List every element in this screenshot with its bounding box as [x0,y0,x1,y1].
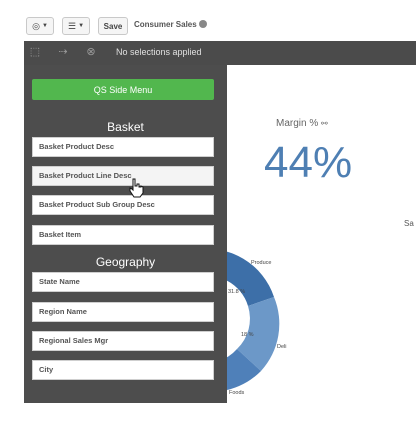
group-title-geography: Geography [95,255,156,269]
app-title-text: Consumer Sales [134,20,197,29]
save-button[interactable]: Save [98,17,128,35]
step-forward-icon[interactable]: ⇢ [58,46,68,58]
app-toolbar: ◎ ▼ ☰ ▼ Save Consumer Sales [24,14,416,38]
kpi-label: Margin % ⚯ [276,118,328,129]
field-basket-item[interactable]: Basket Item [32,225,214,245]
clear-selections-icon[interactable]: ⊗ [86,46,96,58]
kpi-label-text: Margin % [276,118,319,129]
menu-button[interactable]: ☰ ▼ [62,17,90,35]
app-title: Consumer Sales [134,19,207,29]
selections-bar: ⬚ ⇢ ⊗ No selections applied [24,41,416,65]
field-region-name[interactable]: Region Name [32,302,214,322]
donut-label-foods: Foods [229,390,245,396]
navigation-button[interactable]: ◎ ▼ [26,17,54,35]
qs-side-menu-button[interactable]: QS Side Menu [32,79,214,100]
smart-search-icon[interactable]: ⬚ [29,46,41,58]
hand-cursor-icon [129,178,144,198]
chevron-down-icon: ▼ [41,23,48,29]
field-state-name[interactable]: State Name [32,272,214,292]
compass-icon: ◎ [32,20,40,31]
chart-title-partial: Sa [404,219,414,228]
donut-label-deli-pct: 18 % [241,332,254,338]
list-icon: ☰ [67,20,77,31]
donut-label-deli: Deli [277,344,287,350]
donut-label-produce: Produce [251,260,272,266]
globe-icon [198,19,207,28]
selections-status: No selections applied [116,47,202,57]
field-basket-product-line-desc[interactable]: Basket Product Line Desc [32,166,214,186]
side-menu-panel: QS Side Menu Basket Basket Product Desc … [24,65,227,403]
group-title-basket: Basket [107,120,144,134]
link-icon: ⚯ [321,119,328,128]
field-regional-sales-mgr[interactable]: Regional Sales Mgr [32,331,214,351]
field-basket-product-sub-group-desc[interactable]: Basket Product Sub Group Desc [32,195,214,215]
chevron-down-icon: ▼ [78,23,85,29]
field-basket-product-desc[interactable]: Basket Product Desc [32,137,214,157]
field-city[interactable]: City [32,360,214,380]
kpi-value: 44% [264,138,353,187]
donut-label-produce-pct: 31.8 % [228,289,246,295]
donut-slice-deli[interactable] [237,297,280,371]
